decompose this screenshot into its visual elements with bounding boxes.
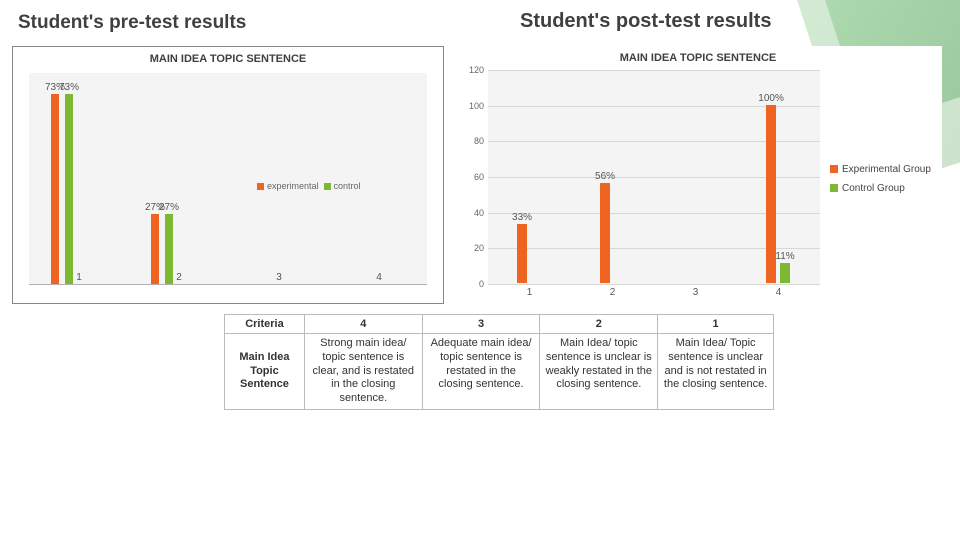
x-tick-label: 1 xyxy=(76,272,82,283)
rubric-cell-2: Main Idea/ topic sentence is unclear is … xyxy=(540,334,658,410)
y-tick-label: 60 xyxy=(474,172,488,182)
y-tick-label: 40 xyxy=(474,208,488,218)
chart-post-title: MAIN IDEA TOPIC SENTENCE xyxy=(454,46,942,64)
bar xyxy=(600,183,610,283)
chart-post: MAIN IDEA TOPIC SENTENCE 0 20 40 60 80 100 120… xyxy=(454,46,942,304)
data-label: 100% xyxy=(758,93,784,104)
chart-pre-title: MAIN IDEA TOPIC SENTENCE xyxy=(13,47,443,65)
data-label: 56% xyxy=(595,171,615,182)
y-tick-label: 120 xyxy=(469,65,488,75)
y-tick-label: 100 xyxy=(469,101,488,111)
data-label: 73% xyxy=(59,82,79,93)
heading-post: Student's post-test results xyxy=(520,10,771,33)
rubric-cell-4: Strong main idea/ topic sentence is clea… xyxy=(304,334,422,410)
chart-pre-legend: experimental control xyxy=(257,181,366,191)
rubric-col-header: 2 xyxy=(540,315,658,334)
chart-post-legend: Experimental GroupControl Group xyxy=(830,164,931,202)
x-tick-label: 4 xyxy=(776,287,782,298)
x-tick-label: 3 xyxy=(276,272,282,283)
rubric-cell-1: Main Idea/ Topic sentence is unclear and… xyxy=(658,334,774,410)
x-tick-label: 2 xyxy=(610,287,616,298)
bar xyxy=(51,94,59,285)
rubric-col-header: Criteria xyxy=(225,315,305,334)
data-label: 27% xyxy=(159,202,179,213)
chart-post-plot: 02040608010012033%156%23100%11%4 xyxy=(488,70,820,284)
y-tick-label: 20 xyxy=(474,243,488,253)
rubric-col-header: 1 xyxy=(658,315,774,334)
bar xyxy=(780,263,790,283)
y-tick-label: 0 xyxy=(479,279,488,289)
heading-pre: Student's pre-test results xyxy=(18,12,246,34)
x-tick-label: 3 xyxy=(693,287,699,298)
bar xyxy=(151,214,159,284)
rubric-cell-3: Adequate main idea/ topic sentence is re… xyxy=(422,334,540,410)
data-label: 33% xyxy=(512,212,532,223)
y-tick-label: 80 xyxy=(474,136,488,146)
chart-pre: MAIN IDEA TOPIC SENTENCE 73%73%127%27%23… xyxy=(12,46,444,304)
rubric-col-header: 4 xyxy=(304,315,422,334)
chart-pre-plot: 73%73%127%27%234experimental control xyxy=(29,73,427,285)
rubric-row-label: Main Idea Topic Sentence xyxy=(225,334,305,410)
bar xyxy=(65,94,73,285)
rubric-col-header: 3 xyxy=(422,315,540,334)
x-tick-label: 2 xyxy=(176,272,182,283)
x-tick-label: 1 xyxy=(527,287,533,298)
rubric-table: Criteria4321 Main Idea Topic Sentence St… xyxy=(224,314,774,410)
data-label: 11% xyxy=(775,251,794,262)
bar xyxy=(165,214,173,284)
x-tick-label: 4 xyxy=(376,272,382,283)
bar xyxy=(517,224,527,283)
